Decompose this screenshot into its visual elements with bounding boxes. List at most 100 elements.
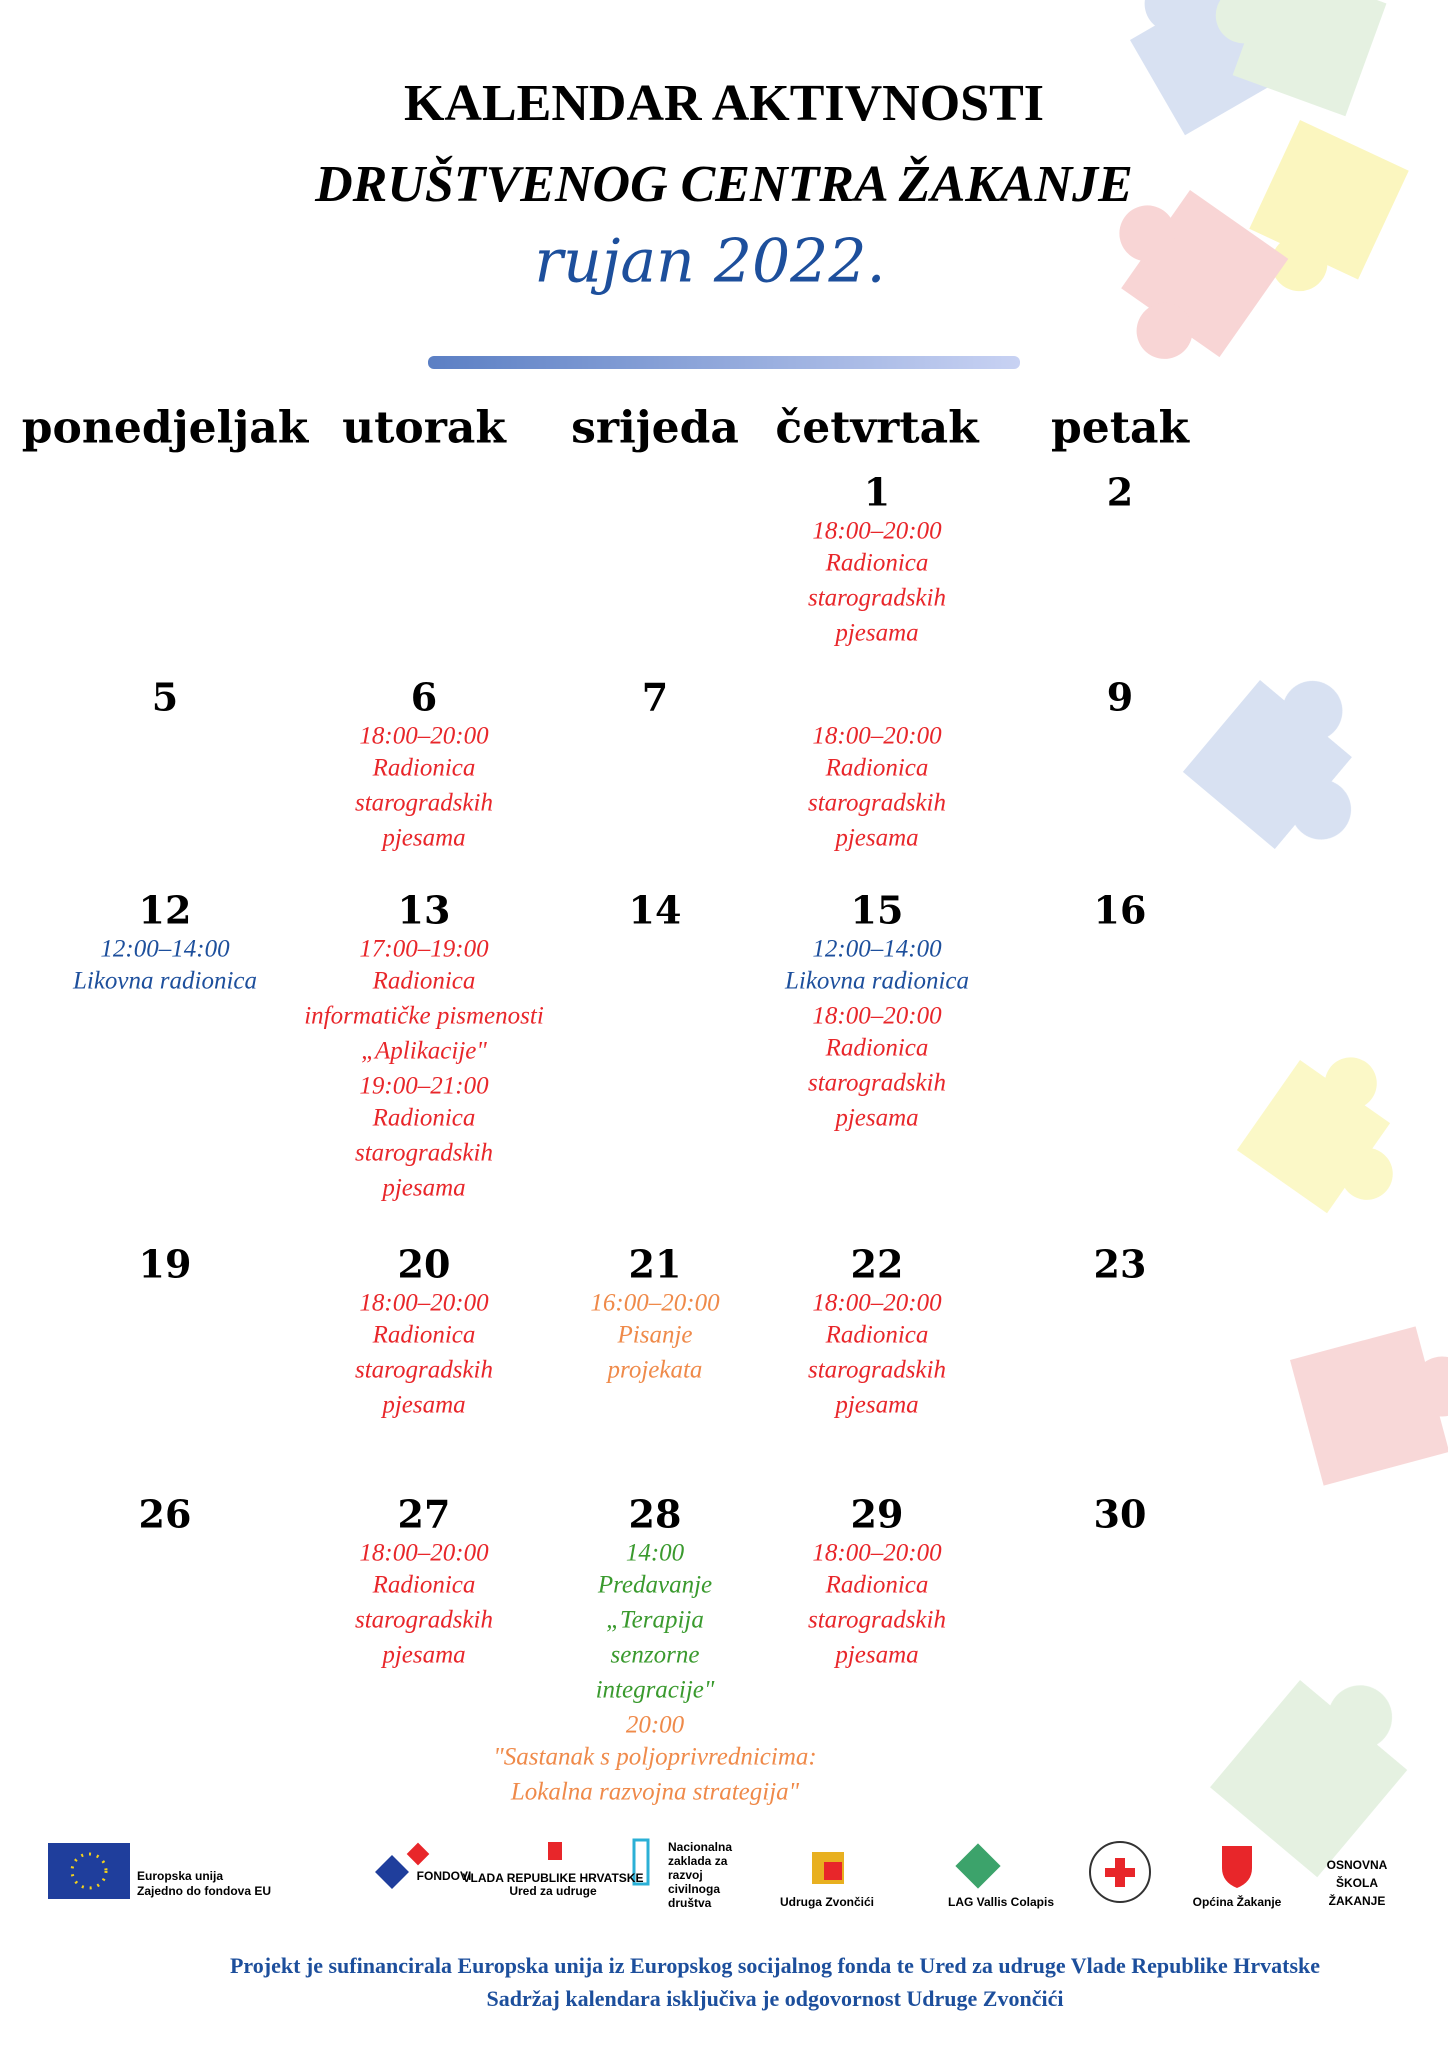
event-text: starogradskih bbox=[808, 585, 946, 612]
event-time: 20:00 bbox=[626, 1712, 685, 1739]
event-time: 18:00–20:00 bbox=[812, 723, 942, 750]
footer-text: Projekt je sufinancirala Europska unija … bbox=[230, 1953, 1320, 1978]
event-text: starogradskih bbox=[808, 1070, 946, 1097]
event-text: pjesama bbox=[833, 1392, 918, 1419]
weekday: četvrtak bbox=[775, 403, 980, 454]
event-text: Radionica bbox=[372, 968, 476, 995]
event-time: 18:00–20:00 bbox=[359, 1290, 489, 1317]
event-time: 18:00–20:00 bbox=[812, 518, 942, 545]
day-number: 16 bbox=[1094, 888, 1147, 933]
event-text: Radionica bbox=[372, 1572, 476, 1599]
event-text: Radionica bbox=[825, 1572, 929, 1599]
event-text: pjesama bbox=[380, 825, 465, 852]
event-text: senzorne bbox=[611, 1642, 700, 1669]
day-number: 22 bbox=[851, 1242, 904, 1287]
day-number: 19 bbox=[139, 1242, 192, 1287]
event-text: starogradskih bbox=[808, 1357, 946, 1384]
event-text: projekata bbox=[606, 1357, 703, 1384]
day-number: 13 bbox=[398, 888, 451, 933]
event-text: pjesama bbox=[833, 1642, 918, 1669]
event-text: Predavanje bbox=[597, 1572, 712, 1599]
weekday: utorak bbox=[342, 403, 507, 454]
event-time: 17:00–19:00 bbox=[359, 936, 489, 963]
event-text: Radionica bbox=[372, 1105, 476, 1132]
event-text: Likovna radionica bbox=[784, 968, 969, 995]
decoration bbox=[1119, 0, 1448, 1878]
day-number: 2 bbox=[1107, 470, 1133, 515]
weekday: srijeda bbox=[571, 403, 739, 454]
event-text: pjesama bbox=[833, 825, 918, 852]
event-text: Pisanje bbox=[617, 1322, 693, 1349]
logo-text: OSNOVNA bbox=[1327, 1858, 1388, 1872]
logo-text: Europska unija bbox=[137, 1869, 223, 1883]
day-number: 29 bbox=[851, 1492, 904, 1537]
logo-shapes bbox=[48, 1838, 1252, 1903]
day-number: 20 bbox=[398, 1242, 451, 1287]
event-time: 18:00–20:00 bbox=[359, 1540, 489, 1567]
day-number: 15 bbox=[851, 888, 904, 933]
logo-text: Udruga Zvončići bbox=[780, 1895, 874, 1909]
event-text: Radionica bbox=[372, 755, 476, 782]
day-number: 7 bbox=[642, 675, 668, 720]
event-time: 16:00–20:00 bbox=[590, 1290, 720, 1317]
logo-text: društva bbox=[668, 1896, 712, 1910]
event-text: Radionica bbox=[825, 1035, 929, 1062]
event-text: pjesama bbox=[380, 1175, 465, 1202]
event-text: „Terapija bbox=[606, 1607, 704, 1634]
event-time: 18:00–20:00 bbox=[359, 723, 489, 750]
logo-text: FONDOVI bbox=[417, 1869, 472, 1883]
event-text: starogradskih bbox=[355, 1357, 493, 1384]
logo-text: Ured za udruge bbox=[509, 1884, 597, 1898]
day-number: 1 bbox=[864, 470, 890, 515]
event-text: pjesama bbox=[380, 1642, 465, 1669]
event-text: Radionica bbox=[825, 1322, 929, 1349]
event-text: Lokalna razvojna strategija" bbox=[510, 1779, 800, 1806]
event-text: „Aplikacije" bbox=[361, 1038, 487, 1065]
event-text: Likovna radionica bbox=[72, 968, 257, 995]
event-text: integracije" bbox=[596, 1677, 715, 1704]
logo-text: ŽAKANJE bbox=[1329, 1893, 1386, 1908]
day-number: 26 bbox=[139, 1492, 192, 1537]
event-time: 12:00–14:00 bbox=[100, 936, 230, 963]
day-number: 21 bbox=[629, 1242, 682, 1287]
logo-text: Nacionalna bbox=[668, 1840, 732, 1854]
day-number: 23 bbox=[1094, 1242, 1147, 1287]
logo-text: Zajedno do fondova EU bbox=[137, 1884, 271, 1898]
weekday: ponedjeljak bbox=[22, 403, 310, 454]
event-text: starogradskih bbox=[355, 1607, 493, 1634]
event-time: 12:00–14:00 bbox=[812, 936, 942, 963]
event-text: starogradskih bbox=[355, 1140, 493, 1167]
event-time: 18:00–20:00 bbox=[812, 1540, 942, 1567]
event-time: 19:00–21:00 bbox=[359, 1073, 489, 1100]
day-number: 9 bbox=[1107, 675, 1133, 720]
title: DRUŠTVENOG CENTRA ŽAKANJE bbox=[314, 155, 1133, 213]
event-text: pjesama bbox=[833, 1105, 918, 1132]
footer-text: Sadržaj kalendara isključiva je odgovorn… bbox=[487, 1986, 1064, 2011]
logo-text: civilnoga bbox=[668, 1882, 720, 1896]
day-number: 6 bbox=[411, 675, 437, 720]
day-number: 28 bbox=[629, 1492, 682, 1537]
title: KALENDAR AKTIVNOSTI bbox=[404, 75, 1044, 132]
event-text: informatičke pismenosti bbox=[304, 1003, 544, 1030]
event-text: starogradskih bbox=[355, 790, 493, 817]
logo-text: Općina Žakanje bbox=[1193, 1894, 1282, 1909]
event-text: Radionica bbox=[825, 755, 929, 782]
event-text: pjesama bbox=[833, 620, 918, 647]
day-number: 30 bbox=[1094, 1492, 1147, 1537]
day-number: 14 bbox=[629, 888, 682, 933]
event-text: starogradskih bbox=[808, 1607, 946, 1634]
logo-text: zaklada za bbox=[668, 1854, 728, 1868]
logo-text: razvoj bbox=[668, 1868, 703, 1882]
event-text: Radionica bbox=[825, 550, 929, 577]
day-number: 12 bbox=[139, 888, 192, 933]
event-text: "Sastanak s poljoprivrednicima: bbox=[493, 1744, 816, 1771]
weekday: petak bbox=[1051, 403, 1191, 454]
event-time: 18:00–20:00 bbox=[812, 1003, 942, 1030]
event-text: pjesama bbox=[380, 1392, 465, 1419]
event-time: 18:00–20:00 bbox=[812, 1290, 942, 1317]
logo-text: LAG Vallis Colapis bbox=[948, 1895, 1054, 1909]
month: rujan 2022. bbox=[534, 227, 885, 297]
event-text: starogradskih bbox=[808, 790, 946, 817]
day-number: 27 bbox=[398, 1492, 451, 1537]
